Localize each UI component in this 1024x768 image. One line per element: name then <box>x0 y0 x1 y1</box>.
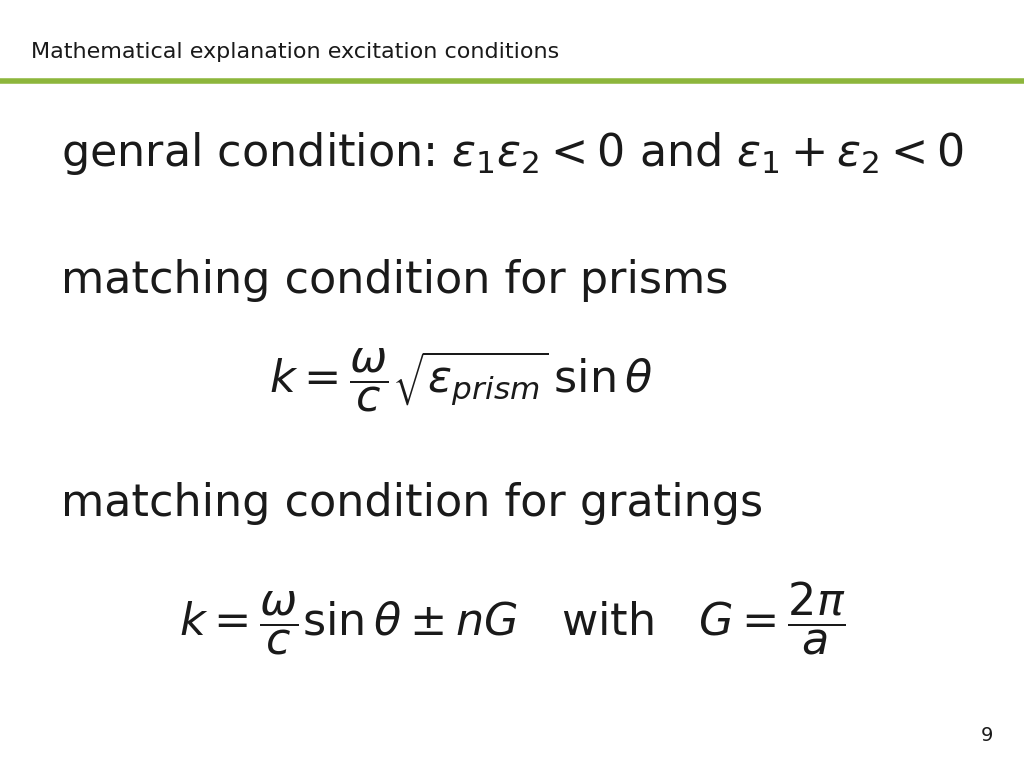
Text: $k = \dfrac{\omega}{c}\sin\theta \pm nG \quad \mathrm{with} \quad G = \dfrac{2\p: $k = \dfrac{\omega}{c}\sin\theta \pm nG … <box>178 579 846 657</box>
Text: 9: 9 <box>981 726 993 745</box>
Text: genral condition: $\varepsilon_1\varepsilon_2 < 0$ and $\varepsilon_1 + \varepsi: genral condition: $\varepsilon_1\varepsi… <box>61 130 964 177</box>
Text: Mathematical explanation excitation conditions: Mathematical explanation excitation cond… <box>31 42 559 62</box>
Text: $k = \dfrac{\omega}{c}\sqrt{\varepsilon_{prism}}\,\sin\theta$: $k = \dfrac{\omega}{c}\sqrt{\varepsilon_… <box>269 346 652 414</box>
Text: matching condition for gratings: matching condition for gratings <box>61 482 764 525</box>
Text: matching condition for prisms: matching condition for prisms <box>61 259 729 302</box>
